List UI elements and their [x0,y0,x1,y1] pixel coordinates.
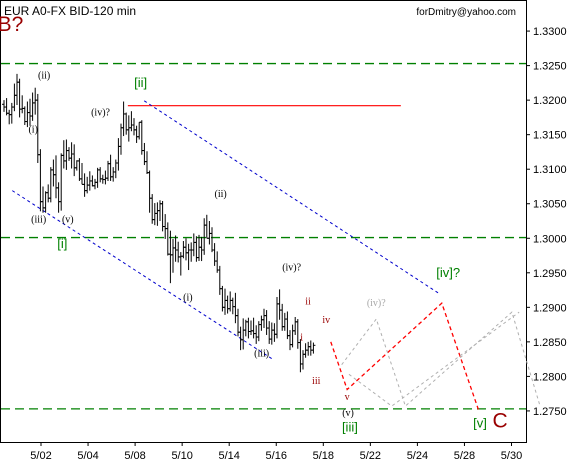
y-tick-label: 1.3050 [533,199,567,211]
wave-label: B? [0,13,23,36]
forecast-path-alternate-2 [348,311,520,407]
y-axis: 1.3300 1.3250 1.3200 1.3150 1.3100 1.3050 1.30… [526,26,567,418]
wave-label: (i) [183,292,192,303]
x-tick-label: 5/30 [501,450,522,462]
wave-label: [v] [473,415,487,430]
wave-label: (v) [342,408,354,419]
wave-label: (ii) [38,71,50,82]
wave-label: iv [322,315,330,326]
wave-label: ii [305,297,311,308]
forecast-path-alternate-1 [341,311,541,407]
y-tick-label: 1.3300 [533,26,567,38]
x-tick-label: 5/28 [454,450,475,462]
wave-label: (iv)? [91,107,110,118]
price-bars [2,73,316,373]
x-tick-label: 5/04 [77,450,98,462]
y-tick-label: 1.3150 [533,130,567,142]
y-tick-label: 1.3100 [533,164,567,176]
wave-label: [i] [57,236,67,251]
x-tick-label: 5/22 [360,450,381,462]
x-tick-label: 5/02 [30,450,51,462]
wave-label: (i) [28,125,37,136]
wave-label: [iv]? [436,265,460,280]
horizontal-levels [1,62,526,410]
x-tick-label: 5/24 [407,450,428,462]
y-tick-label: 1.2950 [533,268,567,280]
price-bar [311,342,316,354]
author-credit: forDmitry@yahoo.com [416,7,516,18]
forecast-path-primary [330,302,480,412]
x-tick-label: 5/16 [266,450,287,462]
wave-label: (iii) [254,348,269,359]
y-tick-label: 1.2750 [533,406,567,418]
channel-line-2 [143,100,440,294]
y-tick-label: 1.2850 [533,337,567,349]
channel-lines [12,100,440,360]
x-axis: 5/02 5/04 5/08 5/10 5/14 5/16 5/18 5/22 5/24 5/28… [30,442,522,462]
x-tick-label: 5/18 [313,450,334,462]
symbol-title: EUR A0-FX BID-120 min [4,4,136,18]
x-tick-label: 5/14 [218,450,239,462]
y-tick-label: 1.2800 [533,371,567,383]
y-tick-label: 1.3200 [533,95,567,107]
wave-label: C [492,409,507,432]
wave-label: (iv)? [282,263,301,274]
plot-frame [0,0,527,443]
wave-label: v [345,392,350,403]
y-tick-label: 1.3000 [533,233,567,245]
forecast-paths [330,302,541,412]
wave-label: [iii] [342,420,358,435]
x-tick-label: 5/08 [124,450,145,462]
wave-label: (iii) [31,214,46,225]
wave-label: (ii) [215,189,227,200]
wave-label: (v) [62,214,74,225]
wave-label: [ii] [134,75,147,90]
y-tick-label: 1.3250 [533,61,567,73]
wave-labels: B? (ii) (i) (iv)? (iii) (v) [i] [ii] (ii) (i) (iv)… [0,13,508,435]
wave-label: i [300,332,303,343]
y-tick-label: 1.2900 [533,302,567,314]
x-tick-label: 5/10 [171,450,192,462]
wave-label: (iv)? [367,298,386,309]
wave-label: iii [312,376,321,387]
channel-line-1 [12,190,273,360]
